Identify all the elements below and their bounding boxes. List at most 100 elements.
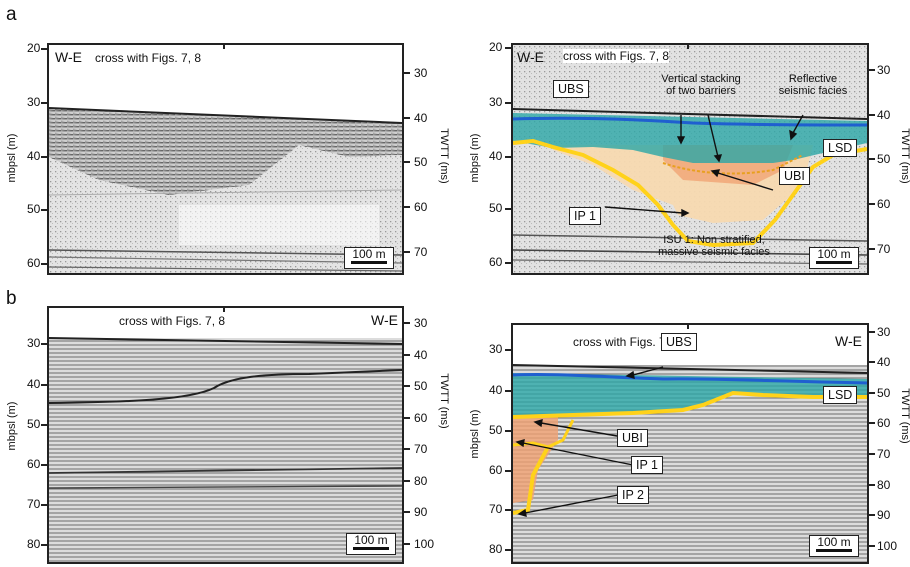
depth-tick [505,549,511,551]
depth-tick-label: 70 [489,502,503,516]
panel-a-left: W-E cross with Figs. 7, 8 100 m 20 30 40… [0,0,455,285]
scale-bar: 100 m [344,247,394,269]
twtt-tick-label: 50 [877,152,891,166]
twtt-tick-label: 40 [877,355,891,369]
depth-tick-label: 30 [489,95,503,109]
twtt-tick-label: 50 [414,379,428,393]
panel-a-letter: a [6,4,17,25]
twtt-tick [404,72,410,74]
ip1-label: IP 1 [569,207,602,225]
ubi-label: UBI [779,167,810,185]
twtt-axis-title: TWTT (ms) [899,128,910,184]
twtt-tick-label: 40 [414,111,428,125]
depth-tick [41,102,47,104]
twtt-tick-label: 50 [414,155,428,169]
depth-tick [505,390,511,392]
depth-tick-label: 80 [27,537,41,551]
scale-bar-label: 100 m [352,247,386,261]
depth-tick [41,504,47,506]
orientation-label: W-E [517,49,544,65]
twtt-tick [404,385,410,387]
scale-bar-label: 100 m [817,247,851,261]
note-line: seismic facies [778,85,848,97]
scale-bar-line [353,547,389,550]
cross-label: cross with Figs. 7, 8 [563,49,670,63]
cross-marker [687,325,689,329]
cross-marker [223,45,225,49]
depth-tick-label: 60 [489,463,503,477]
panel-b-right: cross with Figs. 7, 8 W-E UBS LSD UBI IP… [455,300,910,567]
lsd-label: LSD [823,139,858,157]
twtt-tick [404,417,410,419]
depth-tick [41,464,47,466]
depth-tick-label: 20 [489,40,503,54]
depth-tick-label: 30 [489,342,503,356]
panel-a-right: W-E cross with Figs. 7, 8 UBS LSD UBI IP… [455,0,910,285]
twtt-tick-label: 80 [414,474,428,488]
orientation-label: W-E [835,333,862,349]
twtt-tick [404,448,410,450]
panel-b-left: cross with Figs. 7, 8 W-E 100 m 30 40 50… [0,300,455,567]
scale-bar: 100 m [809,247,859,269]
twtt-tick-label: 100 [414,537,435,551]
depth-tick-label: 80 [489,542,503,556]
seismic-profile-b-left: cross with Figs. 7, 8 W-E 100 m [47,306,404,564]
twtt-axis-title: TWTT (ms) [438,128,450,184]
depth-tick [505,430,511,432]
twtt-tick-label: 30 [877,63,891,77]
seismic-profile-b-right: cross with Figs. 7, 8 W-E UBS LSD UBI IP… [511,323,869,564]
cross-label: cross with Figs. 7, 8 [119,314,226,328]
seismic-profile-a-right: W-E cross with Figs. 7, 8 UBS LSD UBI IP… [511,43,869,275]
twtt-tick [869,248,875,250]
twtt-axis-title: TWTT (ms) [899,388,910,444]
depth-tick-label: 50 [27,202,41,216]
depth-tick-label: 50 [27,417,41,431]
depth-axis-title: mbpsl (m) [469,409,481,459]
ip2-label: IP 2 [617,486,650,504]
depth-tick [505,509,511,511]
note-line: Vertical stacking [661,73,741,85]
orientation-label: W-E [55,49,82,65]
scale-bar: 100 m [346,533,396,555]
depth-axis-title: mbpsl (m) [6,133,18,183]
twtt-tick-label: 70 [877,242,891,256]
depth-tick-label: 40 [489,383,503,397]
depth-tick [41,343,47,345]
twtt-tick-label: 60 [877,197,891,211]
depth-tick [41,263,47,265]
depth-tick [505,47,511,49]
scale-bar-label: 100 m [817,535,851,549]
cross-marker [687,45,689,49]
note-line: Reflective [788,73,838,85]
twtt-tick-label: 70 [414,442,428,456]
note-line: ISU 1: Non stratified, [663,234,765,246]
depth-tick [505,262,511,264]
twtt-tick-label: 100 [877,539,898,553]
twtt-tick [869,158,875,160]
twtt-tick-label: 30 [877,325,891,339]
twtt-tick-label: 30 [414,316,428,330]
twtt-tick [869,361,875,363]
twtt-tick [404,511,410,513]
depth-tick-label: 20 [27,41,41,55]
note-reflective: Reflective seismic facies [763,73,863,97]
seismic-image-b-left [49,308,402,562]
twtt-tick-label: 70 [414,245,428,259]
depth-axis-title: mbpsl (m) [469,133,481,183]
twtt-tick [869,203,875,205]
scale-bar-line [816,549,852,552]
twtt-tick-label: 40 [877,108,891,122]
ubs-label: UBS [553,80,589,98]
depth-tick-label: 30 [27,95,41,109]
note-vertical-stacking: Vertical stacking of two barriers [631,73,771,97]
scale-bar-label: 100 m [354,533,388,547]
twtt-tick-label: 50 [877,386,891,400]
twtt-tick-label: 60 [414,200,428,214]
ubs-label: UBS [661,333,697,351]
depth-tick [41,424,47,426]
note-line: massive seismic facies [658,246,770,258]
depth-tick [505,470,511,472]
depth-tick-label: 40 [27,149,41,163]
depth-tick [505,156,511,158]
depth-tick [41,156,47,158]
